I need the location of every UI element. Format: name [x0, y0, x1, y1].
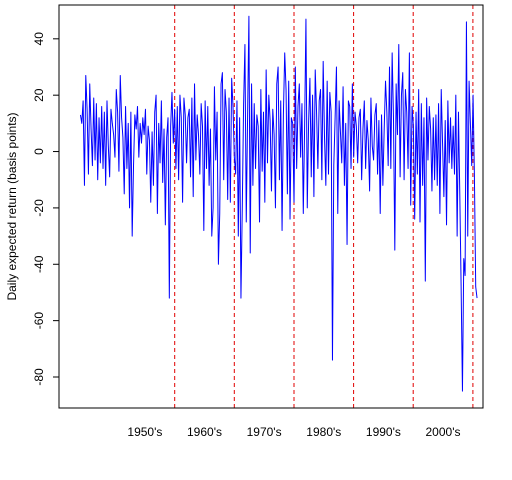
- decade-label: 1990's: [366, 425, 401, 439]
- y-tick-label: -80: [32, 368, 46, 386]
- y-tick-label: 0: [32, 148, 46, 155]
- y-axis-label: Daily expected return (basis points): [5, 112, 19, 300]
- x-axis-decade-labels: 1950's 1960's 1970's 1980's 1990's 2000's: [127, 425, 460, 439]
- y-tick-label: -20: [32, 199, 46, 217]
- decade-label: 1980's: [306, 425, 341, 439]
- decade-label: 1960's: [187, 425, 222, 439]
- decade-label: 1950's: [127, 425, 162, 439]
- series-line: [79, 15, 478, 392]
- y-tick-label: 40: [32, 32, 46, 46]
- y-tick-label: -40: [32, 255, 46, 273]
- plot-frame: [58, 4, 484, 409]
- y-tick-label: 20: [32, 88, 46, 102]
- decade-label: 2000's: [426, 425, 461, 439]
- y-tick-label: -60: [32, 312, 46, 330]
- series-layer: [79, 15, 478, 392]
- decade-label: 1970's: [247, 425, 282, 439]
- y-axis: 40 20 0 -20 -40 -60 -80: [32, 32, 59, 386]
